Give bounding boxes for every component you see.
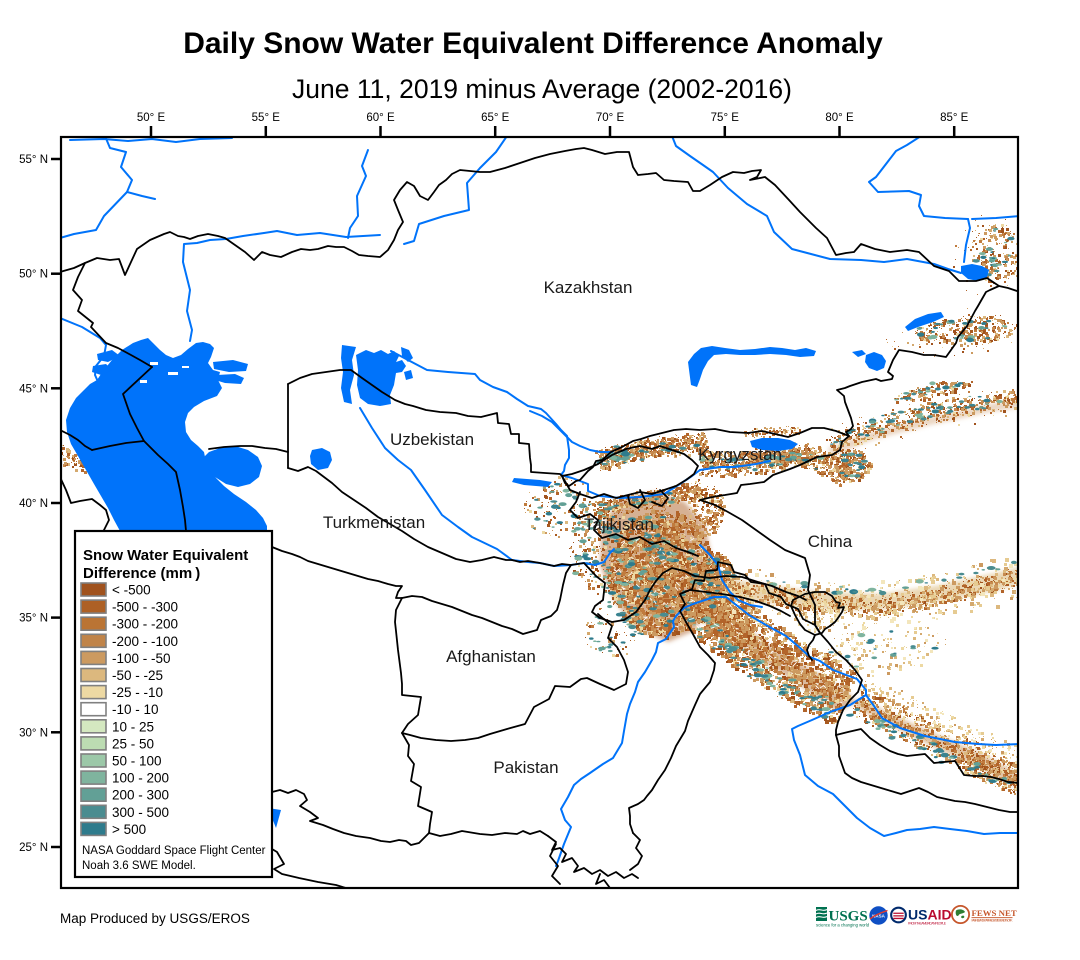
svg-text:55° E: 55° E <box>252 112 281 124</box>
svg-text:FAMINE EARLY WARNING SYSTEMS N: FAMINE EARLY WARNING SYSTEMS NETWORK <box>972 919 1014 923</box>
svg-text:FROM THE AMERICAN PEOPLE: FROM THE AMERICAN PEOPLE <box>908 922 947 926</box>
svg-text:25 - 50: 25 - 50 <box>112 736 154 751</box>
svg-text:-50 - -25: -50 - -25 <box>112 668 163 683</box>
svg-text:Kazakhstan: Kazakhstan <box>544 278 633 297</box>
svg-text:Afghanistan: Afghanistan <box>446 647 536 666</box>
svg-text:55° N: 55° N <box>19 154 48 166</box>
svg-text:Difference (mm ): Difference (mm ) <box>83 565 200 582</box>
svg-text:-100 - -50: -100 - -50 <box>112 651 171 666</box>
svg-text:50° E: 50° E <box>137 112 166 124</box>
svg-text:Map Produced by USGS/EROS: Map Produced by USGS/EROS <box>60 911 250 926</box>
svg-text:10 - 25: 10 - 25 <box>112 719 154 734</box>
svg-text:35° N: 35° N <box>19 613 48 625</box>
svg-text:China: China <box>808 532 853 551</box>
svg-text:Daily Snow Water Equivalent Di: Daily Snow Water Equivalent Difference A… <box>183 27 883 60</box>
svg-text:-10 - 10: -10 - 10 <box>112 702 159 717</box>
svg-text:200 - 300: 200 - 300 <box>112 788 169 803</box>
svg-text:NASA Goddard Space Flight Cent: NASA Goddard Space Flight Center <box>82 845 266 857</box>
svg-text:Turkmenistan: Turkmenistan <box>323 513 425 532</box>
svg-text:30° N: 30° N <box>19 727 48 739</box>
svg-text:40° N: 40° N <box>19 498 48 510</box>
svg-text:25° N: 25° N <box>19 842 48 854</box>
svg-text:Tajikistan: Tajikistan <box>584 515 654 534</box>
svg-text:June 11, 2019 minus Average (2: June 11, 2019 minus Average (2002-2016) <box>292 74 792 104</box>
svg-text:USAID: USAID <box>908 907 952 923</box>
svg-text:NASA: NASA <box>872 914 886 919</box>
svg-text:FEWS NET: FEWS NET <box>972 908 1017 918</box>
svg-text:Uzbekistan: Uzbekistan <box>390 430 474 449</box>
svg-text:USGS: USGS <box>829 909 868 925</box>
svg-text:300 - 500: 300 - 500 <box>112 805 169 820</box>
svg-text:science for a changing world: science for a changing world <box>816 923 870 928</box>
svg-text:45° N: 45° N <box>19 383 48 395</box>
svg-text:Pakistan: Pakistan <box>493 758 558 777</box>
svg-text:-25 - -10: -25 - -10 <box>112 685 163 700</box>
svg-text:60° E: 60° E <box>366 112 395 124</box>
svg-text:80° E: 80° E <box>825 112 854 124</box>
svg-text:50° N: 50° N <box>19 269 48 281</box>
svg-text:50 - 100: 50 - 100 <box>112 754 162 769</box>
svg-text:85° E: 85° E <box>940 112 969 124</box>
svg-text:Kyrgyzstan: Kyrgyzstan <box>698 445 782 464</box>
svg-text:-300 - -200: -300 - -200 <box>112 617 178 632</box>
svg-text:70° E: 70° E <box>596 112 625 124</box>
svg-text:-500 - -300: -500 - -300 <box>112 600 178 615</box>
svg-text:100 - 200: 100 - 200 <box>112 771 169 786</box>
svg-text:Snow Water Equivalent: Snow Water Equivalent <box>83 547 248 564</box>
svg-text:Noah 3.6 SWE Model.: Noah 3.6 SWE Model. <box>82 860 196 872</box>
svg-text:< -500: < -500 <box>112 583 151 598</box>
svg-text:> 500: > 500 <box>112 822 146 837</box>
svg-text:-200 - -100: -200 - -100 <box>112 634 178 649</box>
svg-text:75° E: 75° E <box>711 112 740 124</box>
svg-text:65° E: 65° E <box>481 112 510 124</box>
